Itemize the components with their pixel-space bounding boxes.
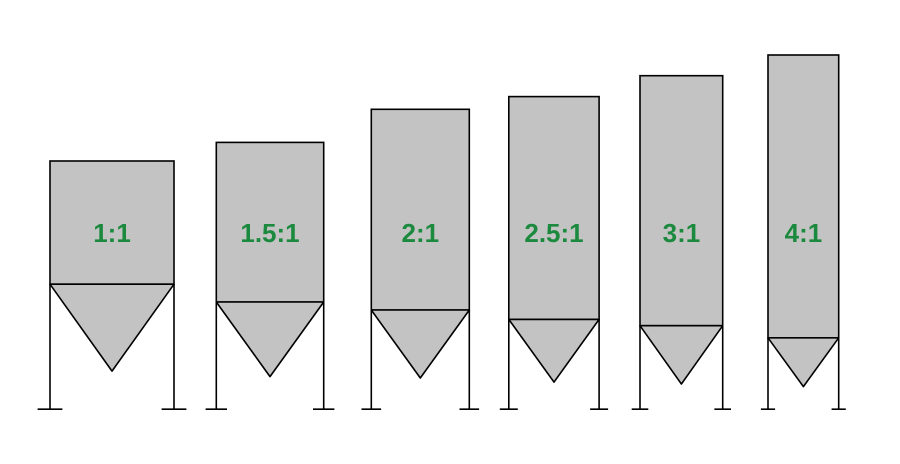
svg-text:1:1: 1:1: [93, 218, 131, 248]
svg-text:4:1: 4:1: [785, 218, 823, 248]
svg-text:3:1: 3:1: [663, 218, 701, 248]
svg-text:2:1: 2:1: [402, 218, 440, 248]
svg-text:2.5:1: 2.5:1: [524, 218, 583, 248]
svg-text:1.5:1: 1.5:1: [240, 218, 299, 248]
